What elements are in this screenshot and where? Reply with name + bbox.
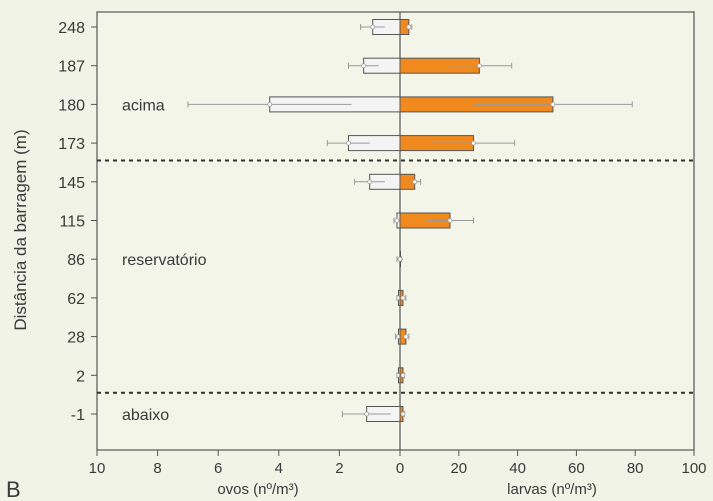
x-tick-label-right: 40: [509, 460, 526, 477]
error-center: [400, 372, 406, 378]
x-tick-label-left: 6: [214, 460, 222, 477]
x-tick-label-right: 20: [450, 460, 467, 477]
right-axis-title: larvas (nº/m³): [507, 481, 597, 498]
y-tick-label: -1: [71, 407, 85, 424]
y-tick-label: 145: [58, 175, 85, 192]
y-axis-label: Distância da barragem (m): [11, 129, 30, 330]
error-center: [364, 411, 370, 417]
y-tick-label: 248: [58, 20, 85, 37]
region-label: abaixo: [122, 407, 169, 424]
error-center: [370, 24, 376, 30]
y-tick-label: 115: [59, 214, 85, 231]
error-center: [476, 63, 482, 69]
x-tick-label-left: 2: [335, 460, 343, 477]
y-tick-label: 62: [67, 291, 85, 308]
y-tick-label: 2: [76, 368, 85, 385]
x-tick-label-left: 0: [396, 460, 404, 477]
region-label: acima: [122, 97, 165, 114]
error-center: [406, 24, 412, 30]
plot-area: [96, 11, 695, 451]
error-center: [412, 179, 418, 185]
panel-label: B: [6, 477, 21, 501]
left-axis-title: ovos (nº/m³): [217, 481, 298, 498]
error-center: [267, 102, 273, 107]
x-tick-label-left: 10: [89, 460, 106, 477]
region-label: reservatório: [122, 252, 207, 269]
y-tick-label: 187: [58, 59, 85, 76]
error-center: [403, 334, 409, 340]
error-center: [471, 140, 476, 146]
x-tick-label-right: 60: [568, 460, 585, 477]
error-center: [346, 140, 351, 146]
x-tick-label-left: 8: [153, 460, 161, 477]
error-center: [550, 102, 556, 107]
y-tick-label: 28: [67, 330, 85, 347]
error-center: [361, 63, 367, 69]
x-tick-label-right: 80: [627, 460, 644, 477]
y-tick-label: 86: [67, 252, 85, 269]
error-center: [394, 218, 400, 223]
error-center: [367, 179, 373, 185]
error-center: [397, 256, 403, 262]
error-center: [400, 411, 406, 417]
error-center: [400, 295, 406, 301]
x-tick-label-left: 4: [275, 460, 283, 477]
error-center: [447, 218, 453, 223]
y-tick-label: 173: [58, 136, 85, 153]
y-tick-label: 180: [58, 97, 85, 114]
x-tick-label-right: 100: [681, 460, 706, 477]
